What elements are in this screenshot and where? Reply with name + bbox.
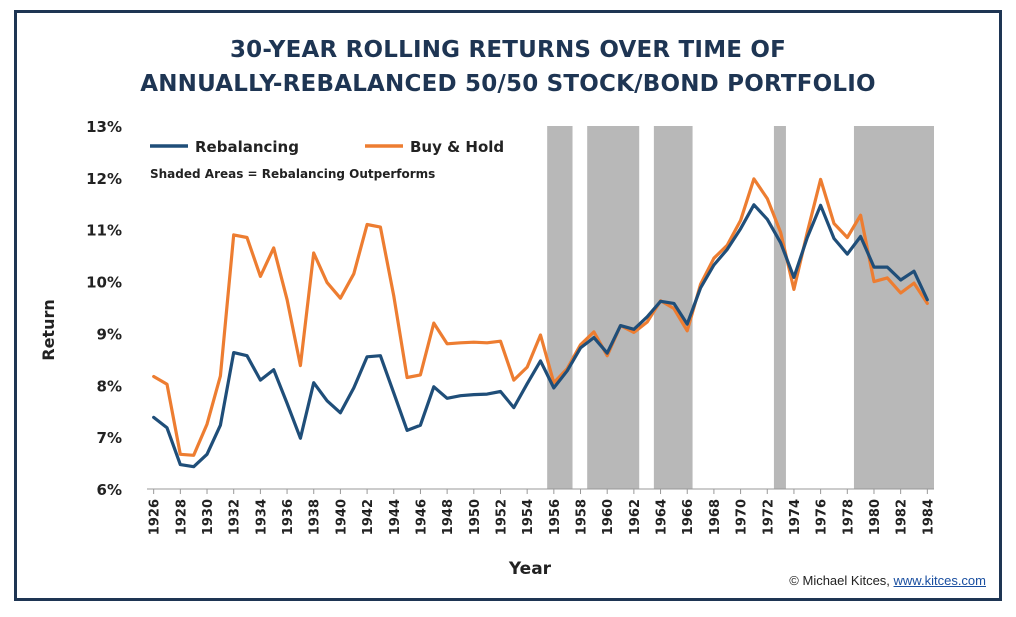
chart-title-line-2: ANNUALLY-REBALANCED 50/50 STOCK/BOND POR…	[140, 71, 876, 97]
y-tick-label: 12%	[86, 170, 122, 188]
x-tick-label: 1980	[868, 499, 883, 535]
x-tick-label: 1944	[388, 499, 403, 535]
x-tick-label: 1982	[895, 499, 910, 535]
x-tick-label: 1954	[521, 499, 536, 535]
x-tick-label: 1960	[601, 499, 616, 535]
credit-line: © Michael Kitces, www.kitces.com	[789, 573, 986, 588]
x-tick-label: 1942	[361, 499, 376, 535]
x-tick-label: 1926	[148, 499, 163, 535]
x-tick-label: 1978	[841, 499, 856, 535]
x-tick-label: 1964	[655, 499, 670, 535]
x-tick-label: 1976	[815, 499, 830, 535]
x-tick-label: 1956	[548, 499, 563, 535]
x-tick-label: 1966	[681, 499, 696, 535]
chart-frame	[14, 10, 1002, 601]
x-tick-label: 1938	[308, 499, 323, 535]
shaded-region	[773, 126, 786, 489]
credit-link[interactable]: www.kitces.com	[893, 573, 986, 588]
credit-text: © Michael Kitces,	[789, 573, 894, 588]
chart-title-line-1: 30-YEAR ROLLING RETURNS OVER TIME OF	[229, 37, 787, 63]
x-tick-label: 1932	[228, 499, 243, 535]
legend-label: Buy & Hold	[410, 138, 504, 156]
axes: 6% 7% 8% 9% 10% 11% 12% 13% 1926 1928 1930 1932 1934…	[86, 118, 936, 535]
y-tick-label: 13%	[86, 118, 122, 136]
y-tick-label: 8%	[97, 377, 122, 395]
x-tick-label: 1968	[708, 499, 723, 535]
x-axis-label: Year	[508, 559, 552, 579]
y-tick-label: 10%	[86, 274, 122, 292]
x-tick-label: 1972	[761, 499, 776, 535]
y-tick-label: 11%	[86, 222, 122, 240]
x-tick-label: 1958	[575, 499, 590, 535]
x-tick-label: 1946	[414, 499, 429, 535]
shaded-region	[587, 126, 640, 489]
shade-note: Shaded Areas = Rebalancing Outperforms	[150, 167, 435, 181]
x-tick-label: 1970	[735, 499, 750, 535]
x-tick-label: 1940	[334, 499, 349, 535]
shaded-regions	[547, 126, 934, 489]
x-tick-label: 1930	[201, 499, 216, 535]
series-line-buy-hold	[152, 177, 929, 457]
shaded-region	[853, 126, 934, 489]
y-tick-label: 6%	[97, 481, 122, 499]
x-tick-label: 1934	[254, 499, 269, 535]
x-tick-label: 1948	[441, 499, 456, 535]
x-tick-label: 1928	[174, 499, 189, 535]
x-tick-label: 1952	[494, 499, 509, 535]
x-tick-label: 1984	[921, 499, 936, 535]
series-line-rebalancing	[152, 203, 929, 469]
x-tick-label: 1962	[628, 499, 643, 535]
x-tick-label: 1950	[468, 499, 483, 535]
legend: Rebalancing Buy & Hold Shaded Areas = Reba…	[150, 138, 504, 181]
shaded-region	[547, 126, 573, 489]
x-tick-label: 1974	[788, 499, 803, 535]
y-tick-label: 9%	[97, 325, 122, 343]
series-lines	[152, 177, 929, 469]
legend-label: Rebalancing	[195, 138, 299, 156]
x-tick-label: 1936	[281, 499, 296, 535]
y-axis-label: Return	[39, 299, 58, 361]
y-tick-label: 7%	[97, 429, 122, 447]
